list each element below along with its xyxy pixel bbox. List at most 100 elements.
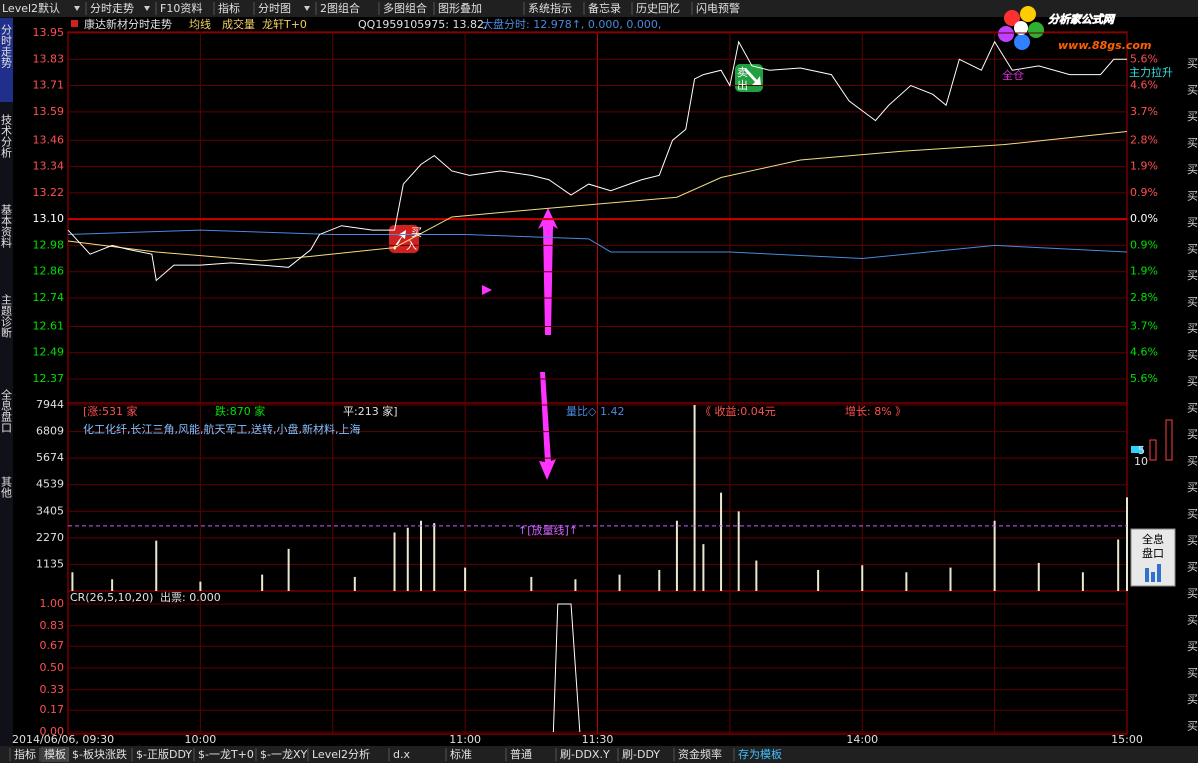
dropdown-icon[interactable] [74, 6, 80, 11]
right-column-item: 买 [1187, 693, 1198, 706]
bottom-tab[interactable]: 刷-DDX.Y [560, 748, 610, 761]
toolbar-item[interactable]: 历史回忆 [636, 2, 680, 15]
dropdown-icon[interactable] [304, 6, 310, 11]
widget-candle [1165, 419, 1173, 461]
volume-bar [675, 520, 678, 591]
right-column-item: 买 [1187, 269, 1198, 282]
header-item: 龙轩T+0 [262, 17, 307, 31]
price-tick-label: 13.10 [33, 212, 65, 225]
price-tick-label: 12.37 [33, 372, 65, 385]
bottom-tab[interactable]: $-一龙XY [260, 748, 308, 761]
widget-button-label[interactable]: 全息 [1142, 532, 1164, 546]
volume-bar [720, 492, 723, 591]
bottom-tab[interactable]: 标准 [450, 747, 472, 761]
price-tick-label: 13.95 [33, 26, 65, 39]
volume-bar [693, 405, 696, 591]
price-tick-label: 12.74 [33, 291, 65, 304]
header-quote: QQ1959105975: 13.82, [358, 18, 488, 31]
volume-bar [861, 565, 864, 591]
pct-tick-label: 1.9% [1130, 265, 1158, 278]
toolbar-item[interactable]: 系统指示 [528, 1, 572, 15]
bottom-tab[interactable]: 刷-DDY [622, 748, 660, 761]
side-tab[interactable]: 全息盘口 [0, 388, 13, 433]
toolbar-item[interactable]: 备忘录 [588, 1, 621, 15]
right-column-item: 买 [1187, 534, 1198, 547]
header-item: 均线 [189, 17, 211, 31]
right-column-item: 买 [1187, 110, 1198, 123]
header-icon [71, 20, 78, 27]
pct-tick-label: 2.8% [1130, 133, 1158, 146]
volume-bar [433, 523, 436, 591]
right-column-item: 买 [1187, 614, 1198, 627]
right-column-item: 买 [1187, 481, 1198, 494]
toolbar-item[interactable]: 分时走势 [90, 2, 134, 15]
volume-bar [737, 511, 740, 591]
header-title: 康达新材分时走势 [84, 17, 172, 31]
bottom-tab[interactable]: d.x [393, 748, 410, 761]
widget-button-label[interactable]: 盘口 [1142, 546, 1164, 560]
price-tick-label: 12.61 [33, 319, 65, 332]
right-column-item: 买 [1187, 720, 1198, 733]
toolbar-item[interactable]: 分时图 [258, 2, 291, 15]
volume-bar [574, 579, 577, 591]
cr-tick-label: 0.67 [40, 639, 65, 652]
side-bar-bg [0, 17, 13, 746]
side-tab[interactable]: 其他 [0, 476, 13, 498]
pct-tick-label: 4.6% [1130, 79, 1158, 92]
right-column-item: 买 [1187, 243, 1198, 256]
threshold-label: ↑[放量线]↑ [518, 523, 578, 537]
volume-bar [1037, 562, 1040, 591]
toolbar-item[interactable]: Level2默认 [2, 2, 60, 15]
volume-tick-label: 5674 [36, 451, 64, 464]
volume-bar [261, 574, 264, 591]
dropdown-icon[interactable] [144, 6, 150, 11]
toolbar-item[interactable]: 2图组合 [320, 1, 360, 15]
toolbar-item[interactable]: 图形叠加 [438, 2, 482, 15]
price-tick-label: 13.46 [33, 133, 65, 146]
bottom-tab[interactable]: 普通 [510, 747, 532, 761]
bottom-tab[interactable]: 模板 [44, 747, 66, 761]
volume-bar [1117, 539, 1120, 591]
side-tab[interactable]: 主题诊断 [0, 294, 13, 339]
toolbar-item[interactable]: 指标 [218, 1, 240, 15]
bottom-tab[interactable]: $-一龙T+0 [198, 748, 254, 761]
bottom-tab[interactable]: Level2分析 [312, 747, 370, 761]
widget-icon [1151, 572, 1155, 582]
side-tab[interactable]: 技术分析 [0, 114, 13, 159]
pct-tick-label: 5.6% [1130, 52, 1158, 65]
price-tick-label: 12.49 [33, 346, 65, 359]
down-arrow [539, 372, 556, 480]
volume-tick-label: 1135 [36, 557, 64, 570]
cr-tick-label: 0.83 [40, 619, 65, 632]
pct-tick-label: 3.7% [1130, 319, 1158, 332]
bottom-tab[interactable]: 资金频率 [678, 747, 722, 761]
side-tab[interactable]: 分时走势 [0, 24, 13, 68]
logo-url: www.88gs.com [1058, 39, 1151, 52]
volume-bar [71, 572, 74, 591]
volume-bar [199, 581, 202, 591]
toolbar-item[interactable]: 多图组合 [383, 1, 427, 15]
right-column-item: 买 [1187, 216, 1198, 229]
time-label: 14:00 [846, 733, 878, 746]
rally-label: 主力拉升 [1129, 65, 1173, 79]
toolbar-item[interactable]: F10资料 [160, 1, 202, 15]
volume-bar [755, 560, 758, 591]
bottom-tab[interactable]: $-正版DDY [136, 747, 192, 761]
bottom-tab[interactable]: $-板块涨跌 [72, 747, 127, 761]
toolbar-item[interactable]: 闪电预警 [696, 1, 740, 15]
bottom-tab[interactable]: 指标 [14, 747, 36, 761]
cr-title: CR(26,5,10,20) [70, 591, 153, 604]
volume-bar [353, 576, 356, 591]
price-tick-label: 13.22 [33, 186, 65, 199]
sell-label: 卖 [737, 66, 748, 79]
side-tab-active [0, 18, 13, 102]
bottom-tab[interactable]: 存为模板 [738, 747, 782, 761]
side-tab[interactable]: 基本资料 [0, 204, 13, 249]
marker [482, 285, 492, 295]
price-line [67, 40, 1127, 282]
volume-bar [702, 544, 705, 591]
volume-bar [530, 576, 533, 591]
right-column-item: 买 [1187, 349, 1198, 362]
time-label: 11:30 [582, 733, 614, 746]
pct-tick-label: 0.0% [1130, 212, 1158, 225]
